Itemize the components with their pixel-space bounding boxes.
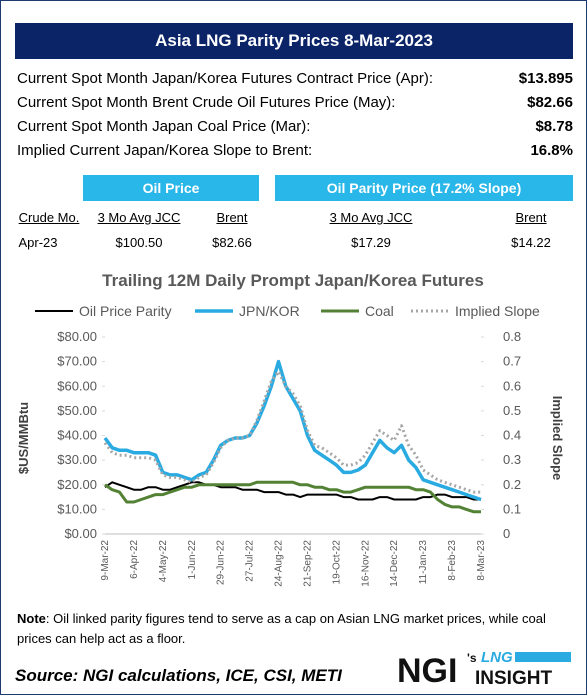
y2-tick-label: 0 bbox=[503, 526, 510, 541]
column-header: Brent bbox=[216, 210, 248, 225]
note-label: Note bbox=[17, 611, 46, 626]
x-tick-label: 16-Nov-22 bbox=[360, 540, 371, 587]
chart: Trailing 12M Daily Prompt Japan/Korea Fu… bbox=[16, 271, 565, 587]
x-tick-label: 29-Jun-22 bbox=[216, 540, 227, 585]
y2-tick-label: 0.8 bbox=[503, 329, 521, 344]
x-tick-label: 9-Mar-22 bbox=[100, 540, 111, 581]
chart-title: Trailing 12M Daily Prompt Japan/Korea Fu… bbox=[102, 271, 484, 290]
x-tick-label: 11-Jan-23 bbox=[418, 540, 429, 585]
table-cell: $17.29 bbox=[351, 235, 391, 250]
column-header: 3 Mo Avg JCC bbox=[97, 210, 181, 225]
y2-axis-label: Implied Slope bbox=[550, 396, 565, 481]
price-row: Current Spot Month Japan Coal Price (Mar… bbox=[17, 118, 573, 138]
y-axis-label: $US/MMBtu bbox=[16, 402, 31, 474]
logo-suffix: 's bbox=[467, 651, 477, 665]
table-cell: $82.66 bbox=[212, 235, 252, 250]
y-tick-label: $60.00 bbox=[57, 378, 97, 393]
x-tick-label: 4-May-22 bbox=[158, 540, 169, 583]
x-tick-label: 14-Dec-22 bbox=[389, 540, 400, 587]
price-value: 16.8% bbox=[530, 142, 573, 159]
note: Note: Oil linked parity figures tend to … bbox=[17, 609, 577, 649]
column-header: Brent bbox=[515, 210, 547, 225]
y2-tick-label: 0.1 bbox=[503, 501, 521, 516]
series-line bbox=[104, 481, 481, 501]
section-box: Oil Parity Price (17.2% Slope) bbox=[275, 175, 573, 201]
series-line bbox=[103, 359, 482, 502]
y2-tick-label: 0.5 bbox=[503, 403, 521, 418]
legend-label: Oil Price Parity bbox=[79, 303, 172, 319]
table-cell: $100.50 bbox=[115, 235, 163, 250]
price-value: $8.78 bbox=[535, 118, 573, 135]
price-row: Current Spot Month Japan/Korea Futures C… bbox=[17, 70, 573, 90]
y2-tick-label: 0.4 bbox=[503, 428, 521, 443]
y-tick-label: $20.00 bbox=[57, 477, 97, 492]
logo-top: LNG bbox=[481, 649, 513, 666]
series-line bbox=[104, 480, 481, 514]
column-header: Crude Mo. bbox=[18, 210, 80, 225]
logo-bottom: INSIGHT bbox=[475, 668, 552, 689]
price-label: Current Spot Month Japan/Korea Futures C… bbox=[17, 70, 434, 87]
price-label: Implied Current Japan/Korea Slope to Bre… bbox=[17, 142, 313, 159]
price-label: Current Spot Month Brent Crude Oil Futur… bbox=[17, 94, 396, 111]
legend-label: Implied Slope bbox=[455, 303, 540, 319]
x-tick-label: 19-Oct-22 bbox=[331, 540, 342, 585]
y2-tick-label: 0.2 bbox=[503, 477, 521, 492]
table-cell: Apr-23 bbox=[18, 235, 58, 250]
y-tick-label: $30.00 bbox=[57, 452, 97, 467]
title: Asia LNG Parity Prices 8-Mar-2023 bbox=[15, 23, 573, 59]
table-cell: $14.22 bbox=[511, 235, 551, 250]
section-box: Oil Price bbox=[83, 175, 259, 201]
y-tick-label: $10.00 bbox=[57, 501, 97, 516]
logo-name: NGI bbox=[397, 652, 457, 690]
source: Source: NGI calculations, ICE, CSI, METI bbox=[15, 666, 342, 685]
series-line bbox=[103, 370, 481, 494]
x-tick-label: 21-Sep-22 bbox=[302, 540, 313, 587]
price-row: Implied Current Japan/Korea Slope to Bre… bbox=[17, 142, 573, 162]
y-tick-label: $80.00 bbox=[57, 329, 97, 344]
price-value: $82.66 bbox=[527, 94, 573, 111]
y2-tick-label: 0.3 bbox=[503, 452, 521, 467]
column-header: 3 Mo Avg JCC bbox=[329, 210, 413, 225]
x-tick-label: 8-Mar-23 bbox=[476, 540, 487, 581]
y2-tick-label: 0.6 bbox=[503, 378, 521, 393]
x-tick-label: 27-Jul-22 bbox=[245, 540, 256, 582]
x-tick-label: 8-Feb-23 bbox=[447, 540, 458, 581]
price-value: $13.895 bbox=[518, 70, 573, 87]
logo: NGI 's LNG INSIGHT bbox=[397, 649, 571, 690]
y-tick-label: $70.00 bbox=[57, 354, 97, 369]
x-tick-label: 24-Aug-22 bbox=[274, 540, 285, 587]
y-tick-label: $50.00 bbox=[57, 403, 97, 418]
legend-label: Coal bbox=[365, 303, 394, 319]
y2-tick-label: 0.7 bbox=[503, 354, 521, 369]
note-text: : Oil linked parity figures tend to serv… bbox=[17, 611, 546, 646]
price-label: Current Spot Month Japan Coal Price (Mar… bbox=[17, 118, 311, 135]
x-tick-label: 6-Apr-22 bbox=[129, 540, 140, 579]
logo-graphic bbox=[515, 652, 571, 662]
x-tick-label: 1-Jun-22 bbox=[187, 540, 198, 580]
y-tick-label: $0.00 bbox=[64, 526, 97, 541]
y-tick-label: $40.00 bbox=[57, 428, 97, 443]
price-row: Current Spot Month Brent Crude Oil Futur… bbox=[17, 94, 573, 114]
legend-label: JPN/KOR bbox=[239, 303, 300, 319]
